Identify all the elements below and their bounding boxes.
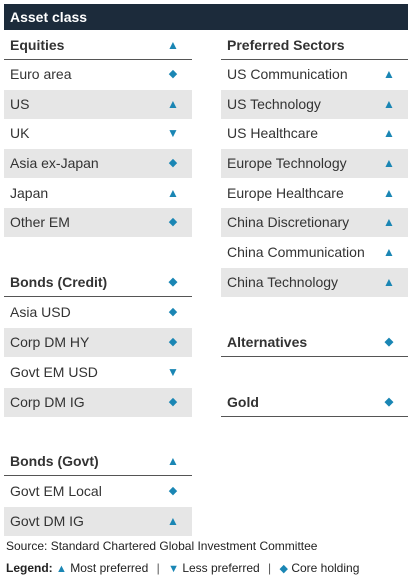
triangle-up-icon: ▲ xyxy=(167,186,179,200)
legend-title: Legend: xyxy=(6,561,53,575)
list-item-label: US Communication xyxy=(227,66,348,82)
asset-class-title: Asset class xyxy=(4,4,408,30)
list-item-label: China Discretionary xyxy=(227,214,350,230)
list-item-label: Govt EM USD xyxy=(10,364,98,380)
diamond-icon: ◆ xyxy=(279,563,288,575)
list-item-asia-usd: Asia USD ◆ xyxy=(4,298,192,327)
diamond-icon: ◆ xyxy=(168,306,178,318)
list-item-label: Govt EM Local xyxy=(10,483,102,499)
triangle-up-icon: ▲ xyxy=(167,454,179,468)
triangle-up-icon: ▲ xyxy=(383,156,395,170)
alternatives-header: Alternatives ◆ xyxy=(221,328,408,357)
list-item-label: Europe Healthcare xyxy=(227,185,344,201)
list-item-label: Asia ex-Japan xyxy=(10,155,99,171)
diamond-icon: ◆ xyxy=(168,485,178,497)
list-item-europe-healthcare: Europe Healthcare ▲ xyxy=(221,179,408,208)
diamond-icon: ◆ xyxy=(168,216,178,228)
list-item-china-discretionary: China Discretionary ▲ xyxy=(221,208,408,237)
triangle-up-icon: ▲ xyxy=(383,215,395,229)
gold-label: Gold xyxy=(227,394,259,410)
bonds-credit-header-label: Bonds (Credit) xyxy=(10,274,108,290)
triangle-up-icon: ▲ xyxy=(167,514,179,528)
list-item-corp-dm-ig: Corp DM IG ◆ xyxy=(4,388,192,417)
legend-separator: | xyxy=(268,561,272,575)
list-item-label: Euro area xyxy=(10,66,72,82)
list-item-label: Other EM xyxy=(10,214,70,230)
equities-header-label: Equities xyxy=(10,37,65,53)
list-item-corp-dm-hy: Corp DM HY ◆ xyxy=(4,328,192,357)
legend: Legend: ▲ Most preferred | ▼ Less prefer… xyxy=(6,561,359,575)
triangle-down-icon: ▼ xyxy=(167,365,179,379)
legend-most-preferred: Most preferred xyxy=(70,561,149,575)
bonds-credit-header: Bonds (Credit) ◆ xyxy=(4,268,192,297)
diamond-icon: ◆ xyxy=(168,336,178,348)
list-item-label: Corp DM IG xyxy=(10,394,85,410)
list-item-us-communication: US Communication ▲ xyxy=(221,60,408,89)
legend-less-preferred: Less preferred xyxy=(182,561,260,575)
bonds-govt-header: Bonds (Govt) ▲ xyxy=(4,447,192,476)
list-item-japan: Japan ▲ xyxy=(4,179,192,208)
list-item-us-healthcare: US Healthcare ▲ xyxy=(221,119,408,148)
triangle-down-icon: ▼ xyxy=(168,563,179,575)
gold-header: Gold ◆ xyxy=(221,388,408,417)
list-item-label: Japan xyxy=(10,185,49,201)
triangle-up-icon: ▲ xyxy=(167,97,179,111)
triangle-up-icon: ▲ xyxy=(383,67,395,81)
diamond-icon: ◆ xyxy=(384,336,394,348)
list-item-china-communication: China Communication ▲ xyxy=(221,238,408,267)
list-item-label: US Healthcare xyxy=(227,125,319,141)
list-item-label: Govt DM IG xyxy=(10,513,84,529)
triangle-up-icon: ▲ xyxy=(167,38,179,52)
list-item-govt-em-local: Govt EM Local ◆ xyxy=(4,477,192,506)
diamond-icon: ◆ xyxy=(168,68,178,80)
diamond-icon: ◆ xyxy=(168,157,178,169)
list-item-govt-dm-ig: Govt DM IG ▲ xyxy=(4,507,192,536)
list-item-china-technology: China Technology ▲ xyxy=(221,268,408,297)
list-item-label: UK xyxy=(10,125,30,141)
list-item-label: Asia USD xyxy=(10,304,71,320)
diamond-icon: ◆ xyxy=(168,396,178,408)
source-note: Source: Standard Chartered Global Invest… xyxy=(6,539,318,553)
triangle-up-icon: ▲ xyxy=(383,97,395,111)
diamond-icon: ◆ xyxy=(384,396,394,408)
list-item-label: Corp DM HY xyxy=(10,334,90,350)
list-item-euro-area: Euro area ◆ xyxy=(4,60,192,89)
triangle-up-icon: ▲ xyxy=(56,563,67,575)
list-item-label: China Communication xyxy=(227,244,365,260)
list-item-uk: UK ▼ xyxy=(4,119,192,148)
legend-core-holding: Core holding xyxy=(291,561,360,575)
preferred-sectors-header-label: Preferred Sectors xyxy=(227,37,345,53)
preferred-sectors-header: Preferred Sectors xyxy=(221,31,408,60)
triangle-up-icon: ▲ xyxy=(383,186,395,200)
triangle-up-icon: ▲ xyxy=(383,126,395,140)
list-item-other-em: Other EM ◆ xyxy=(4,208,192,237)
diamond-icon: ◆ xyxy=(168,276,178,288)
list-item-govt-em-usd: Govt EM USD ▼ xyxy=(4,358,192,387)
legend-separator: | xyxy=(156,561,160,575)
triangle-up-icon: ▲ xyxy=(383,245,395,259)
list-item-europe-technology: Europe Technology ▲ xyxy=(221,149,408,178)
equities-header: Equities ▲ xyxy=(4,31,192,60)
list-item-us: US ▲ xyxy=(4,90,192,119)
triangle-down-icon: ▼ xyxy=(167,126,179,140)
list-item-asia-ex-japan: Asia ex-Japan ◆ xyxy=(4,149,192,178)
list-item-label: US xyxy=(10,96,30,112)
list-item-us-technology: US Technology ▲ xyxy=(221,90,408,119)
list-item-label: China Technology xyxy=(227,274,339,290)
bonds-govt-header-label: Bonds (Govt) xyxy=(10,453,99,469)
list-item-label: Europe Technology xyxy=(227,155,347,171)
alternatives-label: Alternatives xyxy=(227,334,308,350)
list-item-label: US Technology xyxy=(227,96,321,112)
triangle-up-icon: ▲ xyxy=(383,275,395,289)
